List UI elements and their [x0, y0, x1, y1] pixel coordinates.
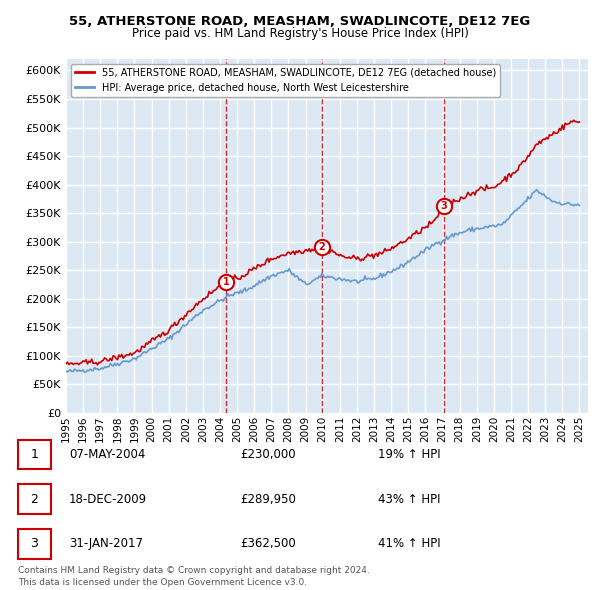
Text: 43% ↑ HPI: 43% ↑ HPI — [378, 493, 440, 506]
Text: 19% ↑ HPI: 19% ↑ HPI — [378, 448, 440, 461]
Text: 31-JAN-2017: 31-JAN-2017 — [69, 537, 143, 550]
Text: 1: 1 — [223, 277, 229, 287]
Text: 2: 2 — [319, 242, 325, 253]
FancyBboxPatch shape — [18, 529, 51, 559]
Text: This data is licensed under the Open Government Licence v3.0.: This data is licensed under the Open Gov… — [18, 578, 307, 587]
Text: 3: 3 — [31, 537, 38, 550]
Text: 07-MAY-2004: 07-MAY-2004 — [69, 448, 145, 461]
Text: 18-DEC-2009: 18-DEC-2009 — [69, 493, 147, 506]
Text: Contains HM Land Registry data © Crown copyright and database right 2024.: Contains HM Land Registry data © Crown c… — [18, 566, 370, 575]
Text: 2: 2 — [31, 493, 38, 506]
FancyBboxPatch shape — [18, 440, 51, 470]
FancyBboxPatch shape — [18, 484, 51, 514]
Text: 3: 3 — [440, 201, 447, 211]
Text: 55, ATHERSTONE ROAD, MEASHAM, SWADLINCOTE, DE12 7EG: 55, ATHERSTONE ROAD, MEASHAM, SWADLINCOT… — [70, 15, 530, 28]
Text: 1: 1 — [31, 448, 38, 461]
Text: £289,950: £289,950 — [240, 493, 296, 506]
Text: Price paid vs. HM Land Registry's House Price Index (HPI): Price paid vs. HM Land Registry's House … — [131, 27, 469, 40]
Text: £362,500: £362,500 — [240, 537, 296, 550]
Legend: 55, ATHERSTONE ROAD, MEASHAM, SWADLINCOTE, DE12 7EG (detached house), HPI: Avera: 55, ATHERSTONE ROAD, MEASHAM, SWADLINCOT… — [71, 64, 500, 97]
Text: £230,000: £230,000 — [240, 448, 296, 461]
Text: 41% ↑ HPI: 41% ↑ HPI — [378, 537, 440, 550]
